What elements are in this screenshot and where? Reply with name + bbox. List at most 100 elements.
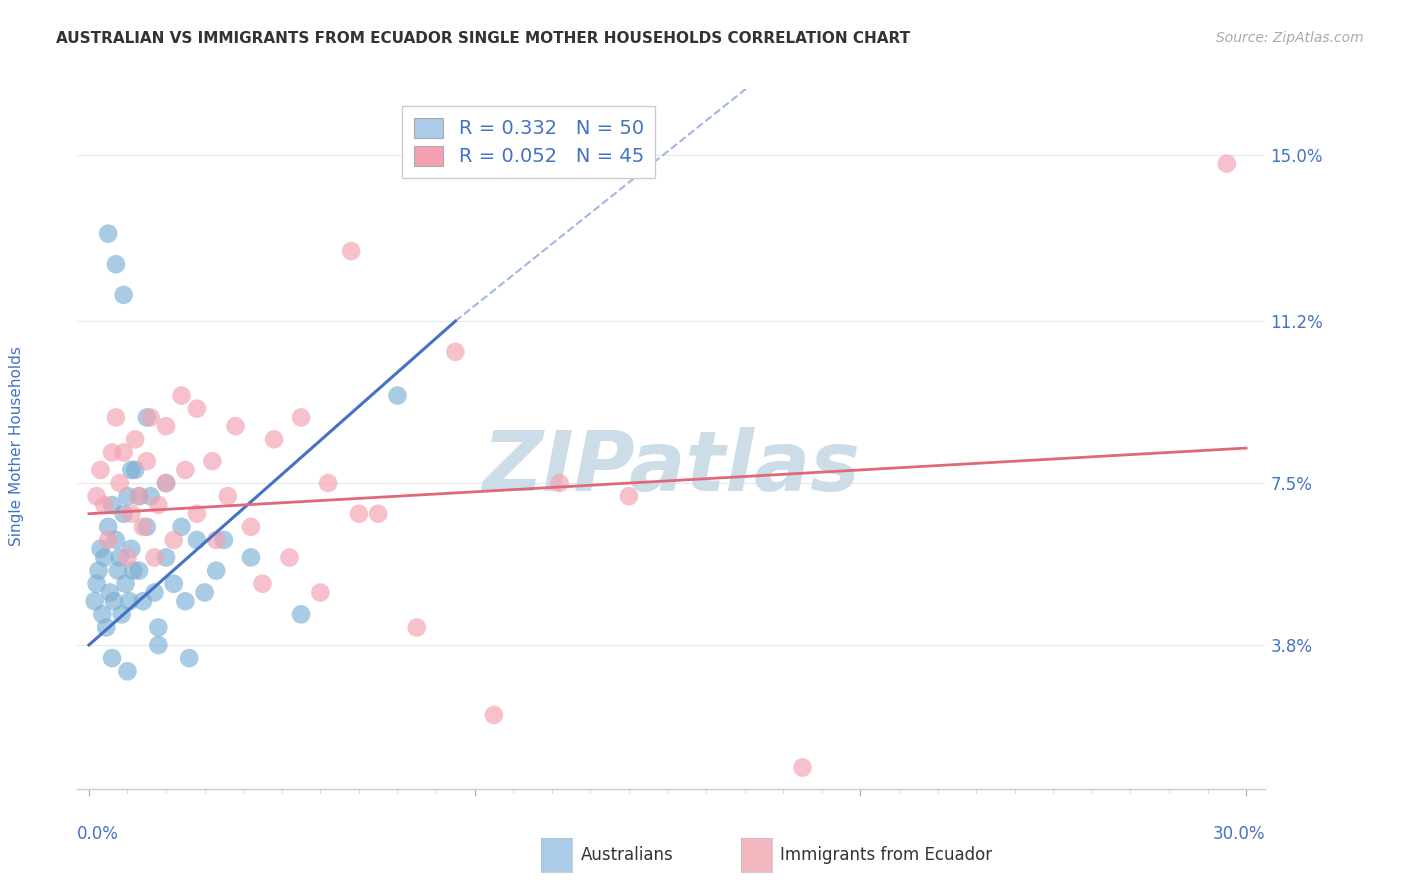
- Point: [135, 454, 157, 468]
- Text: 0.0%: 0.0%: [77, 825, 120, 843]
- Point: [139, 410, 162, 425]
- Point: [124, 463, 146, 477]
- Point: [112, 445, 135, 459]
- Point: [148, 638, 170, 652]
- Point: [290, 607, 312, 622]
- Point: [444, 344, 467, 359]
- Point: [186, 507, 208, 521]
- Point: [128, 489, 150, 503]
- Point: [290, 410, 312, 425]
- Point: [101, 498, 124, 512]
- Point: [224, 419, 246, 434]
- Point: [143, 585, 166, 599]
- Point: [96, 620, 118, 634]
- Text: Source: ZipAtlas.com: Source: ZipAtlas.com: [1216, 31, 1364, 45]
- Point: [98, 585, 121, 599]
- Point: [205, 533, 228, 547]
- Point: [132, 520, 155, 534]
- Point: [163, 576, 186, 591]
- Text: Single Mother Households: Single Mother Households: [10, 346, 24, 546]
- Point: [155, 476, 177, 491]
- Point: [117, 550, 139, 565]
- Point: [104, 257, 127, 271]
- Point: [112, 288, 135, 302]
- Point: [132, 594, 155, 608]
- Point: [174, 463, 197, 477]
- Point: [101, 445, 124, 459]
- Point: [212, 533, 235, 547]
- Point: [87, 564, 110, 578]
- Point: [93, 550, 115, 565]
- Point: [155, 476, 177, 491]
- Point: [309, 585, 332, 599]
- Point: [139, 489, 162, 503]
- Point: [143, 550, 166, 565]
- Point: [108, 476, 131, 491]
- Point: [340, 244, 363, 259]
- Point: [120, 463, 142, 477]
- Point: [117, 665, 139, 679]
- Point: [163, 533, 186, 547]
- Text: Immigrants from Ecuador: Immigrants from Ecuador: [780, 847, 993, 864]
- Point: [86, 489, 108, 503]
- Point: [93, 498, 115, 512]
- Point: [252, 576, 274, 591]
- Point: [155, 550, 177, 565]
- Point: [97, 227, 120, 241]
- Text: 30.0%: 30.0%: [1213, 825, 1265, 843]
- Point: [118, 594, 141, 608]
- Point: [278, 550, 301, 565]
- Point: [114, 576, 136, 591]
- Point: [194, 585, 217, 599]
- Point: [170, 520, 193, 534]
- Point: [83, 594, 105, 608]
- Point: [120, 541, 142, 556]
- Point: [135, 410, 157, 425]
- Point: [482, 708, 505, 723]
- Point: [135, 520, 157, 534]
- Point: [367, 507, 389, 521]
- Point: [387, 388, 409, 402]
- Point: [148, 620, 170, 634]
- Point: [155, 419, 177, 434]
- Point: [170, 388, 193, 402]
- Point: [179, 651, 201, 665]
- Point: [239, 520, 262, 534]
- Point: [1216, 156, 1239, 170]
- Point: [89, 463, 111, 477]
- Point: [111, 607, 134, 622]
- Point: [174, 594, 197, 608]
- Point: [148, 498, 170, 512]
- Point: [120, 507, 142, 521]
- Point: [548, 476, 571, 491]
- Point: [108, 550, 131, 565]
- Point: [128, 489, 150, 503]
- Point: [263, 433, 285, 447]
- Text: Australians: Australians: [581, 847, 673, 864]
- Point: [124, 433, 146, 447]
- Point: [201, 454, 224, 468]
- Point: [103, 594, 125, 608]
- Point: [205, 564, 228, 578]
- Point: [128, 564, 150, 578]
- Point: [91, 607, 114, 622]
- Text: AUSTRALIAN VS IMMIGRANTS FROM ECUADOR SINGLE MOTHER HOUSEHOLDS CORRELATION CHART: AUSTRALIAN VS IMMIGRANTS FROM ECUADOR SI…: [56, 31, 910, 46]
- Point: [617, 489, 640, 503]
- Point: [97, 520, 120, 534]
- Point: [89, 541, 111, 556]
- Point: [316, 476, 339, 491]
- Point: [104, 410, 127, 425]
- Point: [186, 533, 208, 547]
- Point: [405, 620, 427, 634]
- Point: [112, 507, 135, 521]
- Point: [122, 564, 145, 578]
- Point: [101, 651, 124, 665]
- Point: [347, 507, 370, 521]
- Text: ZIPatlas: ZIPatlas: [482, 426, 860, 508]
- Point: [217, 489, 239, 503]
- Point: [792, 760, 814, 774]
- Point: [186, 401, 208, 416]
- Legend: R = 0.332   N = 50, R = 0.052   N = 45: R = 0.332 N = 50, R = 0.052 N = 45: [402, 106, 655, 178]
- Point: [104, 533, 127, 547]
- Point: [97, 533, 120, 547]
